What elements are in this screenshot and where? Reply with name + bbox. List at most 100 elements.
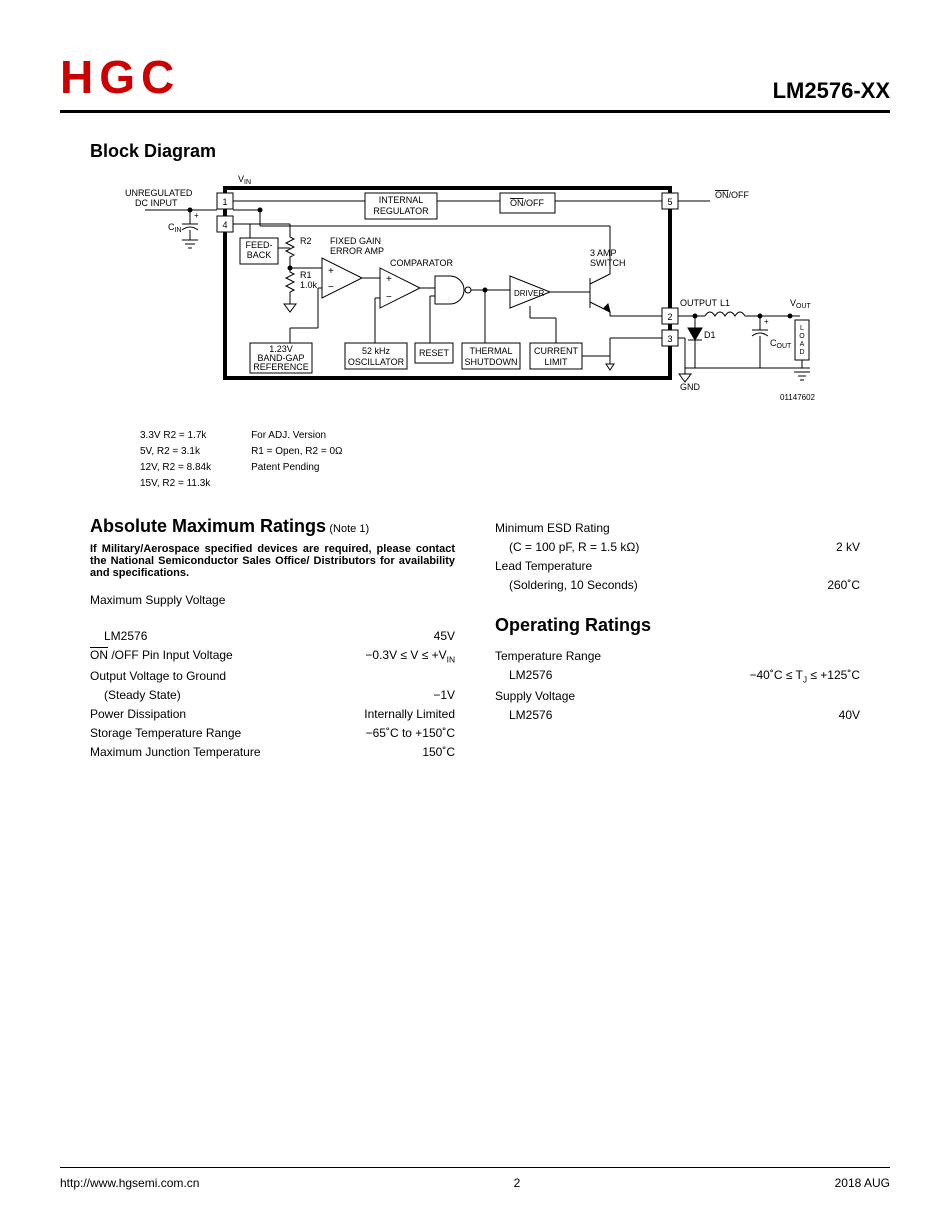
spec-value: 40V [839,708,860,722]
spec-label: (C = 100 pF, R = 1.5 kΩ) [495,540,639,554]
svg-text:FIXED GAIN: FIXED GAIN [330,236,381,246]
svg-text:D1: D1 [704,330,716,340]
svg-text:R1: R1 [300,270,312,280]
spec-label: Minimum ESD Rating [495,521,610,535]
spec-row: Minimum ESD Rating [495,521,860,535]
svg-text:D: D [799,349,804,356]
spec-label: (Steady State) [90,688,181,702]
svg-text:L: L [800,325,804,332]
svg-text:BACK: BACK [247,250,272,260]
svg-text:1.0k: 1.0k [300,280,318,290]
svg-text:VOUT: VOUT [790,298,812,310]
svg-text:CURRENT: CURRENT [534,346,579,356]
svg-text:REGULATOR: REGULATOR [373,206,429,216]
right-column: Minimum ESD Rating (C = 100 pF, R = 1.5 k… [495,516,860,764]
r2-values: 3.3V R2 = 1.7k 5V, R2 = 3.1k 12V, R2 = 8… [140,428,211,492]
left-column: Absolute Maximum Ratings (Note 1) If Mil… [90,516,455,764]
spec-value: Internally Limited [364,707,455,721]
diagram-footer: 3.3V R2 = 1.7k 5V, R2 = 3.1k 12V, R2 = 8… [90,428,860,492]
adj-notes: For ADJ. Version R1 = Open, R2 = 0Ω Pate… [251,428,342,492]
svg-text:THERMAL: THERMAL [469,346,512,356]
spec-row: ON /OFF Pin Input Voltage −0.3V ≤ V ≤ +VI… [90,648,455,664]
svg-text:+: + [328,266,334,277]
spec-row: LM2576 40V [495,708,860,722]
svg-text:COUT: COUT [770,338,792,350]
svg-text:FEED-: FEED- [246,240,273,250]
svg-text:3: 3 [667,334,672,344]
block-diagram-svg: 1 4 5 2 3 VIN UNREGULATED DC INPUT [90,168,820,418]
page-header: HGC LM2576-XX [60,50,890,113]
svg-text:A: A [800,341,805,348]
svg-text:ON/OFF: ON/OFF [715,190,749,200]
max-supply-label: Maximum Supply Voltage [90,593,225,607]
spec-row: Supply Voltage [495,689,860,703]
svg-text:REFERENCE: REFERENCE [253,362,309,372]
svg-text:5: 5 [667,197,672,207]
block-diagram-title: Block Diagram [90,141,216,161]
svg-text:LIMIT: LIMIT [544,357,568,367]
footer-date: 2018 AUG [835,1176,890,1190]
spec-label: Storage Temperature Range [90,726,241,740]
note-ref: (Note 1) [329,523,369,535]
spec-label: Supply Voltage [495,689,575,703]
spec-label: Temperature Range [495,649,601,663]
svg-text:ON/OFF: ON/OFF [510,198,544,208]
spec-label: LM2576 [90,629,147,643]
svg-text:+: + [386,274,392,285]
spec-row: Output Voltage to Ground [90,669,455,683]
svg-text:SHUTDOWN: SHUTDOWN [465,357,518,367]
svg-text:1: 1 [222,197,227,207]
spec-value: −1V [433,688,455,702]
svg-text:+: + [764,317,769,326]
page-footer: http://www.hgsemi.com.cn 2 2018 AUG [60,1167,890,1190]
spec-label: ON /OFF Pin Input Voltage [90,648,233,664]
mil-aero-warning: If Military/Aerospace specified devices … [90,543,455,579]
svg-text:L1: L1 [720,298,730,308]
block-diagram: 1 4 5 2 3 VIN UNREGULATED DC INPUT [90,168,860,418]
spec-label: Lead Temperature [495,559,592,573]
spec-value: 260˚C [827,578,860,592]
spec-row: Temperature Range [495,649,860,663]
spec-value: −40˚C ≤ TJ ≤ +125˚C [749,668,860,684]
part-number: LM2576-XX [773,78,890,104]
spec-row: (Steady State) −1V [90,688,455,702]
svg-text:ERROR AMP: ERROR AMP [330,246,384,256]
spec-row: (C = 100 pF, R = 1.5 kΩ)2 kV [495,540,860,554]
spec-label: Maximum Junction Temperature [90,745,261,759]
spec-row: LM257645V [90,629,455,643]
svg-text:VIN: VIN [238,174,251,186]
svg-text:DC INPUT: DC INPUT [135,198,178,208]
spec-row: Lead Temperature [495,559,860,573]
spec-label: Output Voltage to Ground [90,669,226,683]
operating-title: Operating Ratings [495,615,651,635]
svg-text:UNREGULATED: UNREGULATED [125,188,193,198]
spec-label: (Soldering, 10 Seconds) [495,578,638,592]
footer-page: 2 [514,1176,521,1190]
svg-text:R2: R2 [300,236,312,246]
spec-label: LM2576 [495,708,552,722]
svg-text:GND: GND [680,382,701,392]
spec-row: (Soldering, 10 Seconds) 260˚C [495,578,860,592]
spec-value: −65˚C to +150˚C [366,726,455,740]
logo: HGC [60,50,180,104]
svg-text:DRIVER: DRIVER [514,289,544,298]
svg-text:−: − [386,292,392,303]
svg-text:52 kHz: 52 kHz [362,346,391,356]
spec-row: LM2576−40˚C ≤ TJ ≤ +125˚C [495,668,860,684]
spec-label: Power Dissipation [90,707,186,721]
svg-text:−: − [328,282,334,293]
svg-text:SWITCH: SWITCH [590,258,626,268]
spec-row: Maximum Junction Temperature 150˚C [90,745,455,759]
svg-text:OSCILLATOR: OSCILLATOR [348,357,405,367]
abs-max-title: Absolute Maximum Ratings [90,516,326,536]
svg-text:INTERNAL: INTERNAL [379,195,424,205]
spec-value: 150˚C [422,745,455,759]
svg-text:COMPARATOR: COMPARATOR [390,258,454,268]
svg-text:01147602: 01147602 [780,393,816,402]
svg-text:3 AMP: 3 AMP [590,248,617,258]
svg-text:RESET: RESET [419,348,450,358]
spec-value: −0.3V ≤ V ≤ +VIN [365,648,455,664]
svg-text:4: 4 [222,220,227,230]
footer-url: http://www.hgsemi.com.cn [60,1176,199,1190]
svg-text:2: 2 [667,312,672,322]
